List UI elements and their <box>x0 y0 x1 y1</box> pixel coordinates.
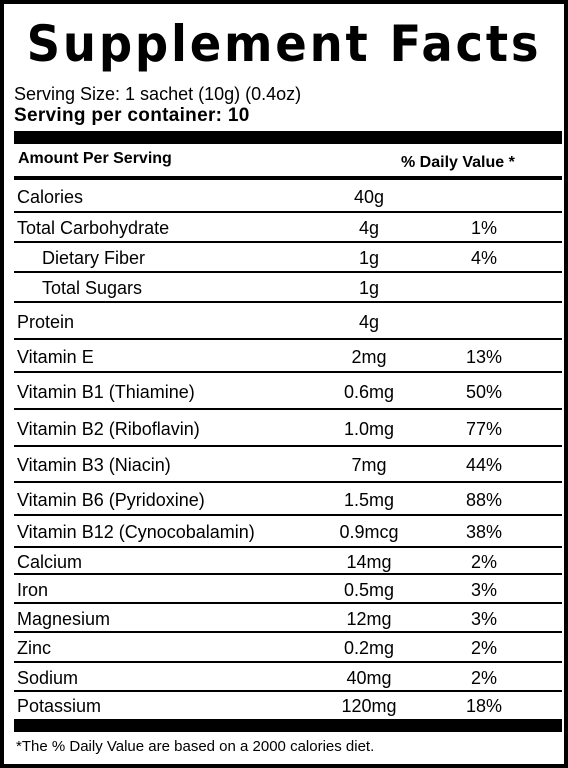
serving-size: Serving Size: 1 sachet (10g) (0.4oz) <box>14 84 302 104</box>
nutrient-daily-value: 44% <box>465 455 503 475</box>
nutrient-name: Vitamin B6 (Pyridoxine) <box>17 490 205 510</box>
nutrient-row: Vitamin B12 (Cynocobalamin) 0.9mcg 38% <box>14 516 562 548</box>
label-title: Supplement Facts <box>26 15 542 73</box>
nutrient-row: Iron 0.5mg 3% <box>14 575 562 604</box>
nutrient-amount: 1.5mg <box>343 490 395 510</box>
nutrient-name: Calories <box>17 187 84 207</box>
nutrient-amount: 4g <box>358 218 380 238</box>
nutrient-amount: 0.9mcg <box>339 522 399 542</box>
top-divider-bar <box>14 131 562 144</box>
nutrient-daily-value: 2% <box>470 668 497 688</box>
nutrient-daily-value: 2% <box>470 638 497 658</box>
nutrient-amount: 0.2mg <box>343 638 395 658</box>
nutrient-row: Calories 40g <box>14 180 562 213</box>
nutrient-row: Potassium 120mg 18% <box>14 692 562 719</box>
nutrient-daily-value: 3% <box>470 580 497 600</box>
nutrient-daily-value: 4% <box>470 248 497 268</box>
nutrient-amount: 1g <box>358 278 380 298</box>
nutrient-amount: 40mg <box>346 668 392 688</box>
nutrient-amount: 1g <box>358 248 380 268</box>
servings-per-container: Serving per container: 10 <box>14 105 250 126</box>
nutrient-amount: 12mg <box>346 609 392 629</box>
nutrient-amount: 2mg <box>351 347 387 367</box>
nutrient-amount: 40g <box>353 187 385 207</box>
nutrient-name: Potassium <box>17 696 102 716</box>
nutrient-row: Vitamin E 2mg 13% <box>14 340 562 373</box>
nutrient-row: Protein 4g <box>14 303 562 340</box>
amount-per-serving-heading: Amount Per Serving <box>18 150 172 167</box>
nutrient-name: Magnesium <box>17 609 111 629</box>
nutrient-daily-value: 3% <box>470 609 497 629</box>
nutrient-row: Dietary Fiber 1g 4% <box>14 243 562 273</box>
nutrient-amount: 0.5mg <box>343 580 395 600</box>
nutrient-row: Vitamin B3 (Niacin) 7mg 44% <box>14 447 562 483</box>
nutrient-name: Vitamin B1 (Thiamine) <box>17 382 195 402</box>
nutrient-row: Vitamin B2 (Riboflavin) 1.0mg 77% <box>14 410 562 447</box>
nutrient-amount: 1.0mg <box>343 419 395 439</box>
nutrient-daily-value: 13% <box>465 347 503 367</box>
nutrient-daily-value: 88% <box>465 490 503 510</box>
nutrient-daily-value: 38% <box>465 522 503 542</box>
nutrient-name: Vitamin B2 (Riboflavin) <box>17 419 200 439</box>
nutrient-name: Protein <box>17 312 75 332</box>
nutrient-daily-value: 1% <box>470 218 497 238</box>
bottom-divider-bar <box>14 719 562 732</box>
nutrient-amount: 0.6mg <box>343 382 395 402</box>
nutrient-row: Calcium 14mg 2% <box>14 548 562 575</box>
nutrient-row: Sodium 40mg 2% <box>14 663 562 692</box>
nutrient-row: Total Carbohydrate 4g 1% <box>14 213 562 243</box>
nutrient-row: Vitamin B6 (Pyridoxine) 1.5mg 88% <box>14 483 562 516</box>
nutrient-name: Vitamin B3 (Niacin) <box>17 455 171 475</box>
nutrient-row: Zinc 0.2mg 2% <box>14 633 562 663</box>
nutrient-daily-value: 2% <box>470 552 497 572</box>
nutrient-row: Total Sugars 1g <box>14 273 562 303</box>
nutrient-name: Iron <box>17 580 49 600</box>
nutrient-amount: 4g <box>358 312 380 332</box>
nutrient-row: Vitamin B1 (Thiamine) 0.6mg 50% <box>14 373 562 410</box>
nutrient-amount: 14mg <box>346 552 392 572</box>
nutrient-name: Dietary Fiber <box>42 248 146 268</box>
footnote: *The % Daily Value are based on a 2000 c… <box>16 738 375 755</box>
nutrient-daily-value: 18% <box>465 696 503 716</box>
nutrient-name: Total Sugars <box>42 278 143 298</box>
nutrient-name: Sodium <box>17 668 79 688</box>
nutrient-row: Magnesium 12mg 3% <box>14 604 562 633</box>
nutrient-name: Total Carbohydrate <box>17 218 170 238</box>
daily-value-heading: % Daily Value * <box>401 154 515 171</box>
nutrient-name: Vitamin E <box>17 347 94 367</box>
nutrient-daily-value: 50% <box>465 382 503 402</box>
nutrient-name: Zinc <box>17 638 52 658</box>
nutrient-daily-value: 77% <box>465 419 503 439</box>
nutrient-name: Vitamin B12 (Cynocobalamin) <box>17 522 255 542</box>
nutrient-name: Calcium <box>17 552 83 572</box>
nutrient-amount: 7mg <box>351 455 387 475</box>
nutrient-amount: 120mg <box>341 696 397 716</box>
table-header: Amount Per Serving % Daily Value * <box>14 146 562 180</box>
